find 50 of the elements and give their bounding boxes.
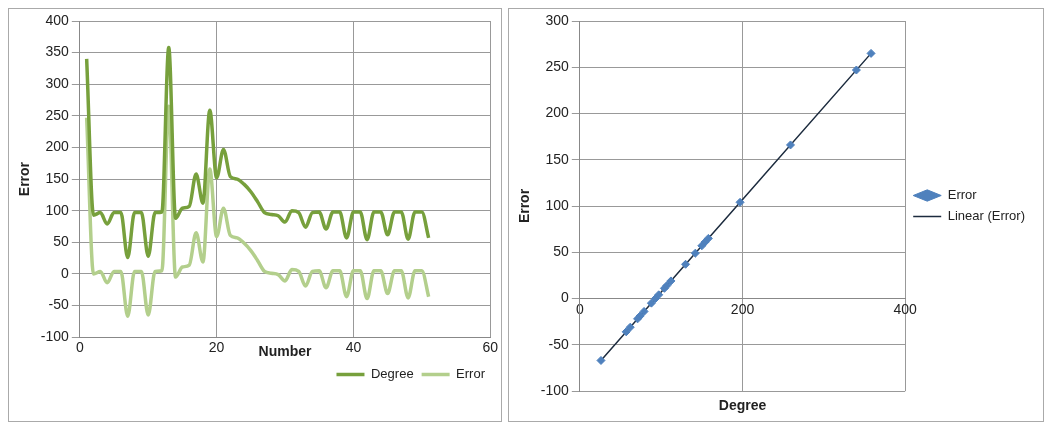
legend-label: Error — [456, 366, 486, 382]
point — [690, 248, 700, 258]
y-axis-title: Error — [516, 188, 533, 224]
y-tick-label: 100 — [545, 196, 570, 213]
point — [654, 290, 664, 300]
y-tick-label: -50 — [548, 335, 570, 352]
y-tick-label: -100 — [40, 328, 70, 345]
x-tick-label: 20 — [208, 339, 225, 356]
y-tick-label: 250 — [45, 106, 70, 123]
point — [621, 327, 631, 337]
y-tick-label: 100 — [45, 201, 70, 218]
point — [735, 197, 745, 207]
legend-label: Degree — [370, 366, 414, 382]
y-tick-label: 350 — [45, 43, 70, 60]
x-tick-label: 40 — [345, 339, 362, 356]
point — [666, 276, 676, 286]
line-series — [84, 104, 431, 319]
point — [786, 140, 796, 150]
y-tick-label: 150 — [545, 150, 570, 167]
point — [681, 259, 691, 269]
x-tick-label: 60 — [482, 339, 499, 356]
y-tick-label: 50 — [53, 233, 70, 250]
point — [596, 355, 606, 365]
legend-label: Error — [947, 187, 978, 203]
y-tick-label: 400 — [45, 11, 70, 28]
x-tick-label: 200 — [730, 300, 755, 317]
y-tick-label: 300 — [45, 75, 70, 92]
legend-label: Linear (Error) — [947, 208, 1025, 224]
y-tick-label: 0 — [561, 289, 570, 306]
point — [646, 298, 656, 308]
y-tick-label: -100 — [540, 381, 570, 398]
line-series — [84, 45, 431, 260]
x-axis-title: Degree — [718, 396, 767, 413]
point — [697, 241, 707, 251]
y-axis-title: Error — [16, 161, 33, 197]
y-tick-label: 50 — [553, 243, 570, 260]
y-tick-label: -50 — [48, 296, 70, 313]
x-tick-label: 400 — [893, 300, 918, 317]
point — [851, 65, 861, 75]
y-tick-label: 200 — [45, 138, 70, 155]
point — [639, 306, 649, 316]
point — [625, 322, 635, 332]
y-tick-label: 0 — [61, 264, 70, 281]
y-tick-label: 300 — [545, 11, 570, 28]
y-tick-label: 200 — [545, 104, 570, 121]
y-tick-label: 250 — [545, 58, 570, 75]
x-tick-label: 0 — [75, 339, 84, 356]
x-axis-title: Number — [258, 343, 313, 360]
y-tick-label: 150 — [45, 169, 70, 186]
point — [866, 48, 876, 58]
